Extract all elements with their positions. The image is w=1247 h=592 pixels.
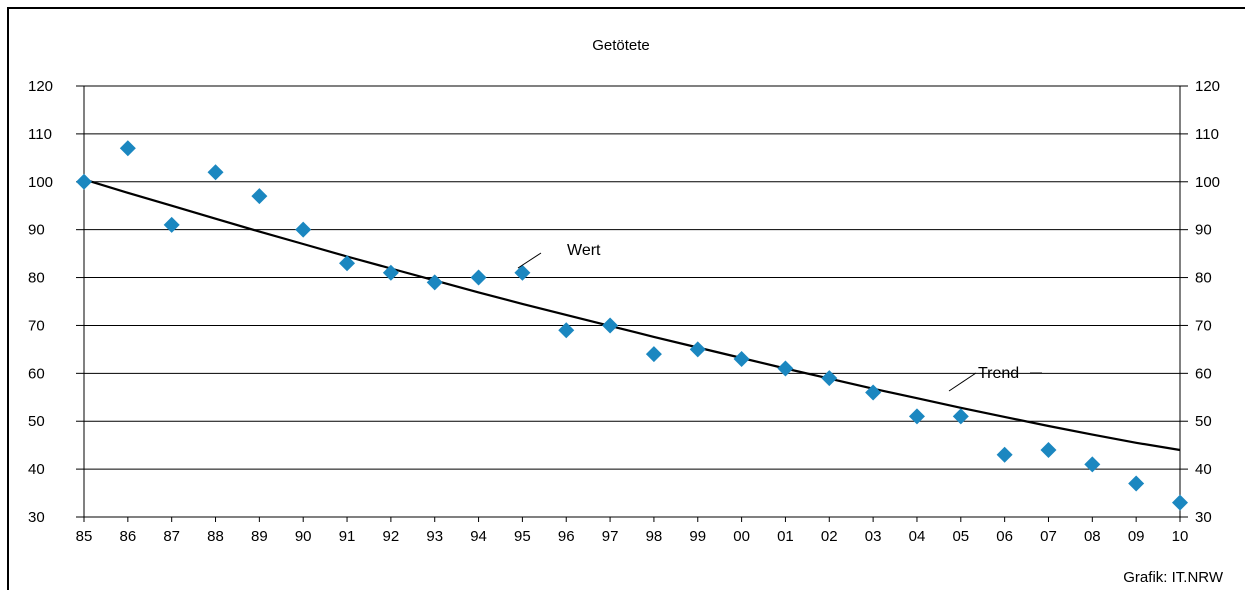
y-label-right: 50 [1195, 413, 1212, 430]
data-point-00 [733, 350, 750, 367]
data-point-05 [952, 408, 969, 425]
x-label: 91 [339, 528, 356, 545]
source-credit: Grafik: IT.NRW [1123, 569, 1224, 586]
data-point-91 [339, 255, 356, 272]
trend-label: Trend [978, 365, 1019, 382]
y-label-right: 90 [1195, 222, 1212, 239]
x-label: 10 [1172, 528, 1189, 545]
x-label: 07 [1040, 528, 1057, 545]
x-label: 98 [646, 528, 663, 545]
data-point-10 [1172, 494, 1188, 511]
y-label-left: 120 [28, 78, 53, 95]
y-label-right: 100 [1195, 174, 1220, 191]
data-point-97 [602, 317, 619, 334]
y-label-left: 80 [28, 270, 45, 287]
data-point-07 [1040, 441, 1057, 458]
data-point-92 [382, 264, 399, 281]
data-point-99 [689, 341, 706, 358]
data-point-08 [1084, 456, 1101, 473]
x-label: 93 [426, 528, 443, 545]
y-label-right: 80 [1195, 270, 1212, 287]
data-point-95 [514, 264, 531, 281]
y-label-left: 110 [28, 126, 52, 143]
y-label-left: 70 [28, 317, 45, 334]
data-point-02 [821, 370, 838, 387]
y-label-right: 120 [1195, 78, 1220, 95]
data-point-98 [645, 346, 662, 363]
x-label: 01 [777, 528, 794, 545]
data-point-01 [777, 360, 794, 377]
data-point-06 [996, 446, 1013, 463]
data-point-89 [251, 188, 268, 205]
x-label: 08 [1084, 528, 1101, 545]
y-label-left: 30 [28, 509, 45, 526]
x-label: 03 [865, 528, 882, 545]
data-point-09 [1128, 475, 1145, 492]
x-label: 99 [689, 528, 706, 545]
grid-lines [84, 85, 1180, 518]
y-label-left: 50 [28, 413, 45, 430]
y-label-left: 100 [28, 174, 53, 191]
y-label-right: 60 [1195, 365, 1212, 382]
y-label-right: 40 [1195, 461, 1212, 478]
data-point-85 [76, 173, 92, 190]
x-label: 90 [295, 528, 312, 545]
y-label-right: 110 [1195, 126, 1219, 143]
x-label: 88 [207, 528, 224, 545]
x-label: 85 [76, 528, 93, 545]
y-label-left: 40 [28, 461, 45, 478]
data-point-86 [119, 140, 136, 157]
y-label-left: 90 [28, 222, 45, 239]
x-label: 02 [821, 528, 838, 545]
y-label-left: 60 [28, 365, 45, 382]
wert-label: Wert [567, 242, 601, 259]
labels: Wert Trend [517, 242, 1042, 392]
data-point-88 [207, 164, 224, 181]
x-label: 09 [1128, 528, 1145, 545]
trend-line [83, 178, 1181, 452]
data-point-03 [865, 384, 882, 401]
x-label: 96 [558, 528, 575, 545]
data-point-90 [295, 221, 312, 238]
x-label: 97 [602, 528, 619, 545]
trend-leader-line [948, 372, 977, 392]
x-label: 92 [383, 528, 400, 545]
x-label: 86 [119, 528, 136, 545]
x-label: 89 [251, 528, 268, 545]
x-label: 06 [996, 528, 1013, 545]
x-label: 00 [733, 528, 750, 545]
y-label-right: 70 [1195, 317, 1212, 334]
y-label-right: 30 [1195, 509, 1212, 526]
data-point-04 [908, 408, 925, 425]
x-label: 05 [952, 528, 969, 545]
data-points [76, 140, 1188, 511]
chart-frame [7, 7, 1245, 590]
wert-leader-line [517, 252, 542, 269]
trend-layer [83, 178, 1181, 452]
data-point-87 [163, 216, 180, 233]
x-label: 04 [909, 528, 926, 545]
x-label: 95 [514, 528, 531, 545]
x-label: 87 [163, 528, 180, 545]
x-label: 94 [470, 528, 487, 545]
data-point-96 [558, 322, 575, 339]
data-point-93 [426, 274, 443, 291]
data-point-94 [470, 269, 487, 286]
chart-title: Getötete [592, 37, 650, 54]
